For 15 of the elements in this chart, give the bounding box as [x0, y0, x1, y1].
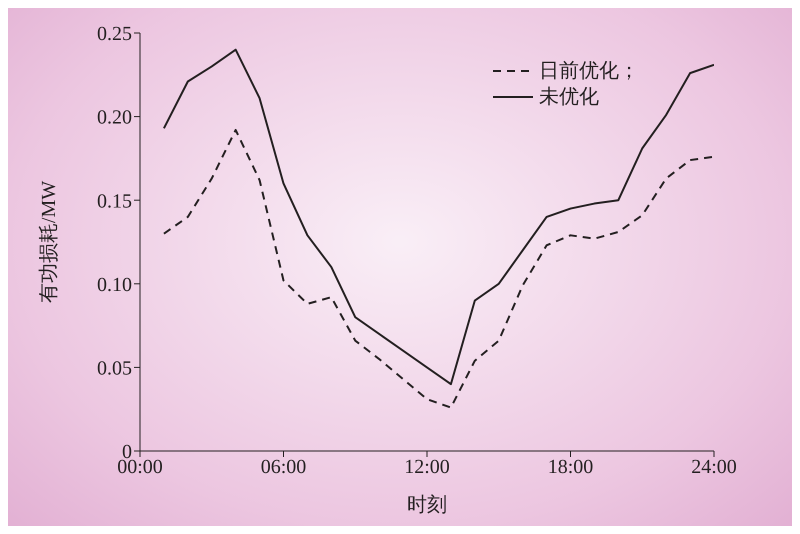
line-series	[162, 48, 714, 386]
x-tick-label: 12:00	[404, 456, 450, 478]
y-tick-label: 0.25	[97, 23, 132, 46]
x-tick-label: 06:00	[260, 456, 306, 478]
x-axis-title: 时刻	[407, 494, 447, 516]
legend-label: 未优化	[539, 85, 599, 110]
y-tick-label: 0.20	[97, 106, 132, 129]
legend-label: 日前优化；	[539, 59, 639, 84]
x-tick-label: 18:00	[548, 456, 594, 478]
x-tick-label: 24:00	[691, 456, 737, 478]
y-tick-label: 0.10	[97, 274, 132, 296]
y-axis-title: 有功损耗/MW	[38, 180, 60, 304]
y-tick-label: 0.15	[97, 190, 132, 212]
line-series	[162, 128, 714, 409]
y-tick-label: 0.05	[97, 358, 132, 380]
